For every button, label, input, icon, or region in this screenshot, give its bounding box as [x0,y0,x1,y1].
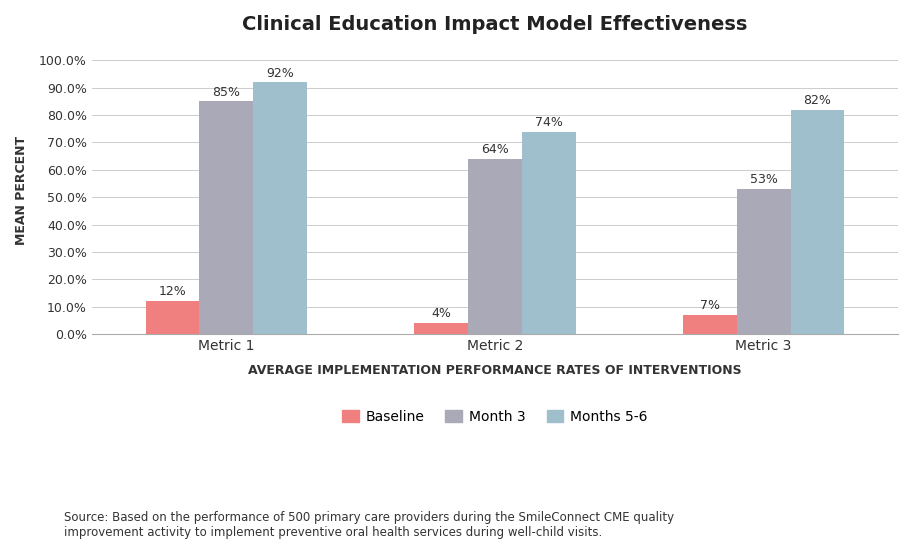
Bar [737,189,791,334]
Title: Clinical Education Impact Model Effectiveness: Clinical Education Impact Model Effectiv… [242,15,748,34]
Text: 12%: 12% [159,286,186,299]
Bar [253,82,307,334]
Text: 64%: 64% [481,143,509,156]
Y-axis label: MEAN PERCENT: MEAN PERCENT [15,136,28,245]
Text: 92%: 92% [266,66,294,79]
Bar [145,301,199,334]
Text: 85%: 85% [212,85,240,98]
Bar [522,132,575,334]
Text: 53%: 53% [750,173,778,186]
Legend: Baseline, Month 3, Months 5-6: Baseline, Month 3, Months 5-6 [337,404,653,429]
Text: 74%: 74% [535,116,562,129]
Bar [415,323,468,334]
Bar [791,110,845,334]
X-axis label: AVERAGE IMPLEMENTATION PERFORMANCE RATES OF INTERVENTIONS: AVERAGE IMPLEMENTATION PERFORMANCE RATES… [248,364,741,377]
Bar [683,315,737,334]
Text: 7%: 7% [700,299,719,312]
Bar [468,159,522,334]
Text: 4%: 4% [431,307,451,320]
Bar [199,101,253,334]
Text: 82%: 82% [803,94,832,107]
Text: Source: Based on the performance of 500 primary care providers during the SmileC: Source: Based on the performance of 500 … [64,511,674,539]
